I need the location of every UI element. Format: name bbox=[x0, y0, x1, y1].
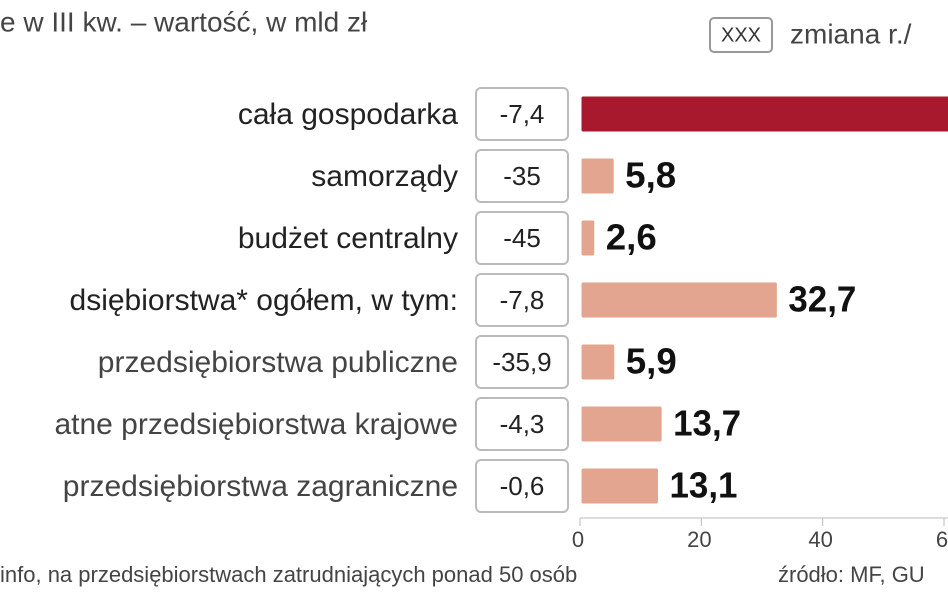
x-tick-label: 20 bbox=[687, 527, 711, 552]
value-label: 2,6 bbox=[606, 217, 657, 258]
value-label: 13,7 bbox=[673, 403, 741, 444]
change-box bbox=[475, 149, 569, 203]
change-label: -7,4 bbox=[500, 99, 545, 129]
category-label: atne przedsiębiorstwa krajowe bbox=[54, 408, 458, 441]
category-label: przedsiębiorstwa publiczne bbox=[98, 346, 458, 379]
change-box bbox=[475, 397, 569, 451]
x-tick-label: 6 bbox=[936, 527, 948, 552]
change-label: -45 bbox=[503, 223, 541, 253]
change-box bbox=[475, 335, 569, 389]
category-label: przedsiębiorstwa zagraniczne bbox=[63, 470, 458, 503]
change-box bbox=[475, 211, 569, 265]
value-label: 5,8 bbox=[625, 155, 676, 196]
bar bbox=[578, 403, 665, 445]
change-box bbox=[475, 273, 569, 327]
category-label: samorządy bbox=[311, 160, 458, 193]
change-label: -4,3 bbox=[500, 409, 545, 439]
value-label: 32,7 bbox=[788, 279, 856, 320]
change-box bbox=[475, 459, 569, 513]
value-label: 5,9 bbox=[626, 341, 677, 382]
legend-box-label: XXX bbox=[721, 24, 761, 46]
category-label: dsiębiorstwa* ogółem, w tym: bbox=[70, 284, 458, 317]
bar bbox=[578, 279, 780, 321]
change-label: -35 bbox=[503, 161, 541, 191]
legend-text: zmiana r./ bbox=[790, 18, 912, 49]
change-box bbox=[475, 87, 569, 141]
change-label: -35,9 bbox=[492, 347, 551, 377]
bar bbox=[578, 341, 618, 383]
category-label: cała gospodarka bbox=[238, 98, 458, 131]
change-label: -7,8 bbox=[500, 285, 545, 315]
bar bbox=[578, 465, 661, 507]
bar bbox=[578, 217, 598, 259]
category-label: budżet centralny bbox=[238, 222, 458, 255]
bar bbox=[578, 93, 948, 135]
x-tick-label: 0 bbox=[572, 527, 584, 552]
subtitle: e w III kw. – wartość, w mld zł bbox=[0, 6, 368, 37]
bar bbox=[578, 155, 617, 197]
legend-box bbox=[709, 17, 773, 53]
change-label: -0,6 bbox=[500, 471, 545, 501]
value-label: 13,1 bbox=[669, 465, 737, 506]
source: źródło: MF, GU bbox=[778, 562, 925, 587]
footnote: info, na przedsiębiorstwach zatrudniając… bbox=[0, 562, 577, 587]
x-tick-label: 40 bbox=[808, 527, 832, 552]
